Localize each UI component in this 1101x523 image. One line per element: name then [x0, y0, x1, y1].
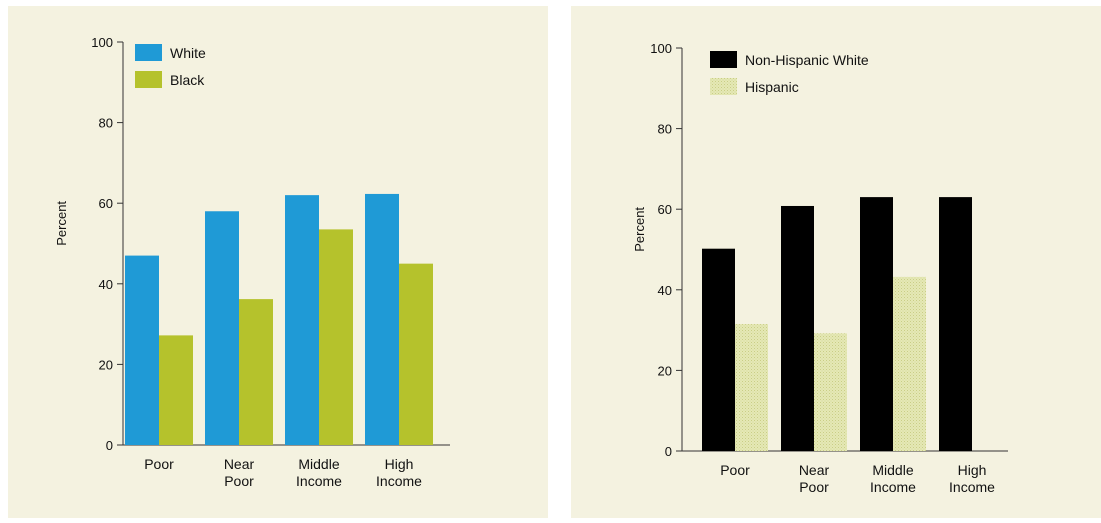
y-tick-label-0: 0 — [106, 438, 113, 453]
x-category-label-poor: Poor — [720, 462, 750, 478]
bar-hispanic-middle-income — [893, 276, 926, 451]
x-category-label-high-income: High Income — [949, 462, 995, 495]
y-tick-label-40: 40 — [658, 283, 672, 298]
chart-ethnicity-income: 0 20 40 60 80 100 Percent Poor Near Poor Middle Inc… — [632, 41, 1008, 495]
bar-black-high-income — [399, 263, 433, 445]
bar-white-high-income — [365, 193, 399, 445]
bar-hispanic-poor — [735, 324, 768, 451]
bar-white-near-poor — [205, 211, 239, 445]
y-tick-label-40: 40 — [99, 277, 113, 292]
bar-black-near-poor — [239, 299, 273, 445]
x-category-label-middle-income: Middle Income — [296, 456, 342, 489]
legend-label-hispanic: Hispanic — [745, 79, 799, 95]
x-category-label-poor: Poor — [144, 456, 174, 472]
y-tick-label-0: 0 — [665, 444, 672, 459]
bar-non-hispanic-white-poor — [702, 248, 735, 451]
y-tick-label-20: 20 — [99, 357, 113, 372]
bar-black-middle-income — [319, 229, 353, 445]
bar-black-poor — [159, 335, 193, 445]
y-tick-label-100: 100 — [91, 35, 113, 50]
y-tick-label-20: 20 — [658, 363, 672, 378]
bar-white-poor — [125, 255, 159, 445]
y-tick-label-100: 100 — [650, 41, 672, 56]
legend-label-non-hispanic-white: Non-Hispanic White — [745, 52, 869, 68]
chart-race-income: 0 20 40 60 80 100 Percent Poor Near Poor Middle Inc… — [54, 35, 450, 489]
legend-swatch-non-hispanic-white — [710, 51, 737, 68]
chart-panel-ethnicity: 0 20 40 60 80 100 Percent Poor Near Poor Middle Inc… — [571, 6, 1101, 518]
legend-swatch-white — [135, 44, 162, 61]
legend-swatch-hispanic — [710, 78, 737, 95]
x-category-label-near-poor: Near Poor — [224, 456, 255, 489]
bar-non-hispanic-white-near-poor — [781, 205, 814, 451]
legend-swatch-black — [135, 71, 162, 88]
y-tick-label-80: 80 — [658, 122, 672, 137]
legend-label-white: White — [170, 45, 206, 61]
legend-label-black: Black — [170, 72, 205, 88]
y-tick-label-60: 60 — [99, 196, 113, 211]
y-tick-label-60: 60 — [658, 202, 672, 217]
y-axis-label: Percent — [54, 201, 69, 246]
bar-white-middle-income — [285, 195, 319, 445]
x-category-label-high-income: High Income — [376, 456, 422, 489]
y-tick-label-80: 80 — [99, 116, 113, 131]
bar-hispanic-near-poor — [814, 333, 847, 451]
x-category-label-middle-income: Middle Income — [870, 462, 916, 495]
chart-panel-race: 0 20 40 60 80 100 Percent Poor Near Poor Middle Inc… — [8, 6, 548, 518]
y-axis-label: Percent — [632, 207, 647, 252]
bar-non-hispanic-white-high-income — [939, 197, 972, 451]
x-category-label-near-poor: Near Poor — [799, 462, 830, 495]
bar-non-hispanic-white-middle-income — [860, 197, 893, 451]
